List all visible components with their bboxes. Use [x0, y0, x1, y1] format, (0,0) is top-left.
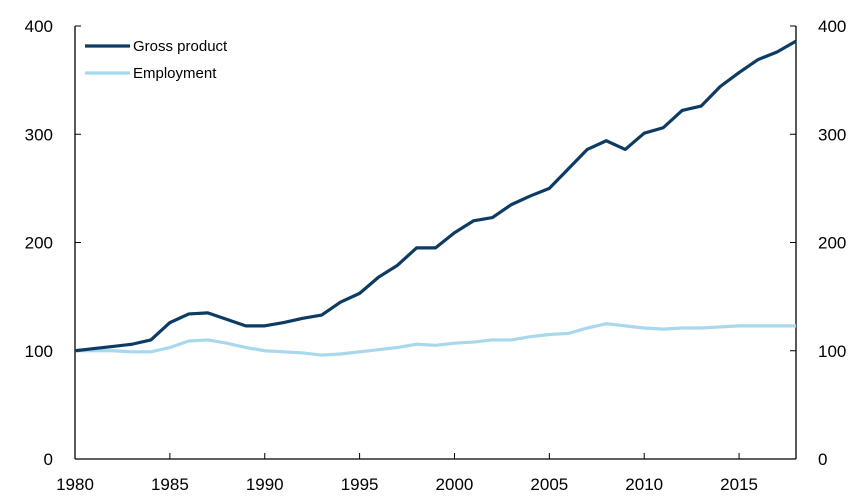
x-tick-label: 2000 [436, 475, 474, 494]
y-tick-label-right: 300 [818, 125, 846, 144]
x-tick-label: 1985 [151, 475, 189, 494]
y-tick-label-right: 400 [818, 17, 846, 36]
chart-legend: Gross product Employment [85, 38, 228, 82]
x-tick-label: 2010 [625, 475, 663, 494]
y-tick-label-left: 0 [44, 450, 53, 469]
y-tick-label-right: 200 [818, 234, 846, 253]
y-tick-label-left: 100 [25, 342, 53, 361]
y-tick-label-right: 0 [818, 450, 827, 469]
legend-label: Employment [133, 65, 217, 82]
y-tick-label-right: 100 [818, 342, 846, 361]
series-line-gross-product [74, 39, 797, 353]
y-tick-label-left: 400 [25, 17, 53, 36]
x-tick-label: 2015 [720, 475, 758, 494]
x-tick-label: 1995 [341, 475, 379, 494]
x-tick-label: 2005 [530, 475, 568, 494]
series-line-employment [75, 322, 796, 357]
chart-axes: 0 0 100 100 200 200 300 300 400 400 1980 1985 1990 19… [25, 17, 847, 494]
x-tick-label: 1980 [56, 475, 94, 494]
legend-label: Gross product [133, 38, 228, 55]
chart-series [74, 39, 797, 357]
y-tick-label-left: 300 [25, 125, 53, 144]
x-tick-label: 1990 [246, 475, 284, 494]
y-tick-label-left: 200 [25, 234, 53, 253]
